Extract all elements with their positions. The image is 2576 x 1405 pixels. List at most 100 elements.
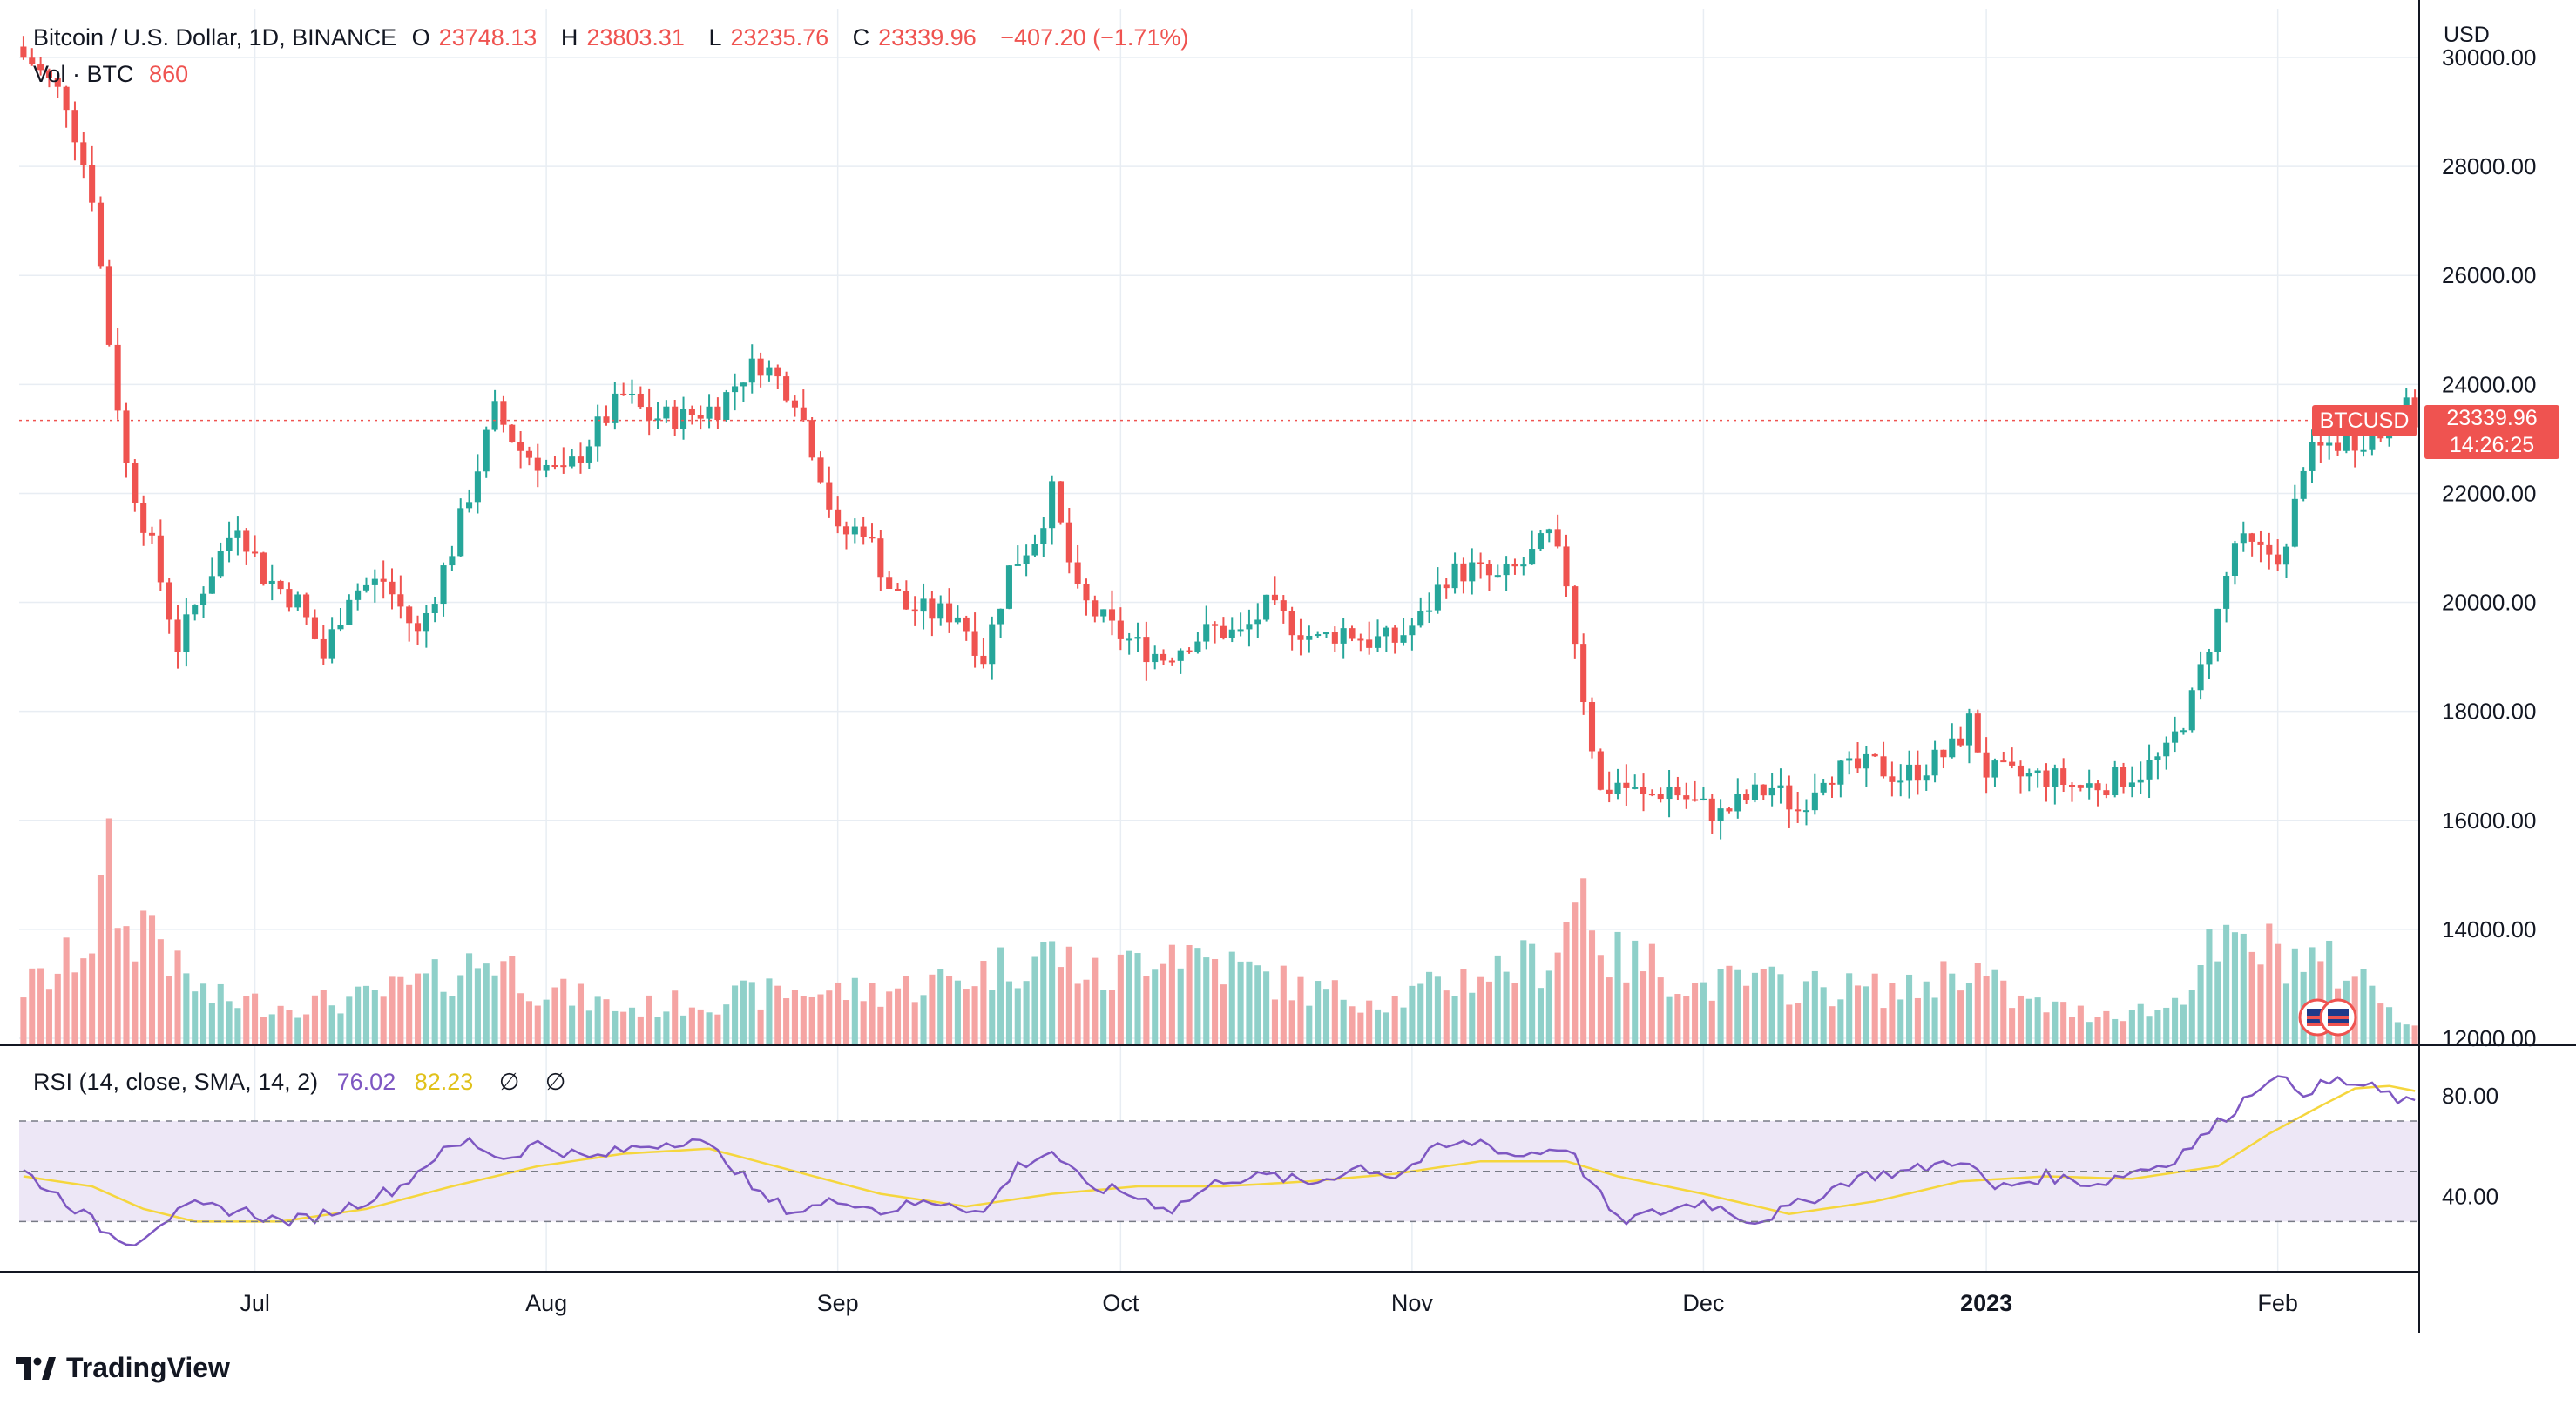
volume-bar xyxy=(1306,1005,1313,1045)
candle xyxy=(1485,564,1492,576)
volume-label[interactable]: Vol · BTC xyxy=(33,61,134,87)
volume-bar xyxy=(20,997,27,1045)
symbol-title[interactable]: Bitcoin / U.S. Dollar, 1D, BINANCE xyxy=(33,24,397,51)
candle xyxy=(2060,768,2067,785)
candle xyxy=(1366,639,1373,648)
candle xyxy=(851,526,858,535)
candle xyxy=(1511,563,1518,567)
candle xyxy=(1194,641,1201,652)
volume-bar xyxy=(1829,1006,1836,1045)
volume-bar xyxy=(148,915,156,1045)
candle xyxy=(1726,808,1733,812)
volume-bar xyxy=(1152,969,1159,1045)
candle xyxy=(1795,809,1802,812)
volume-bar xyxy=(585,1010,592,1045)
candle xyxy=(123,410,130,463)
candle xyxy=(534,457,541,471)
candle xyxy=(1186,650,1193,652)
rsi-line xyxy=(23,1075,2416,1246)
candle xyxy=(346,599,353,625)
volume-bar xyxy=(423,973,429,1045)
volume-bar xyxy=(1485,981,1492,1045)
volume-bar xyxy=(1529,943,1536,1045)
x-tick-label: Dec xyxy=(1682,1290,1724,1316)
candle xyxy=(672,406,679,429)
volume-bar xyxy=(1537,988,1545,1045)
rsi-value: 76.02 xyxy=(336,1069,396,1095)
volume-bar xyxy=(869,983,876,1045)
volume-bar xyxy=(140,910,147,1045)
volume-bar xyxy=(2369,985,2376,1045)
price-tag-value: 23339.96 xyxy=(2446,406,2538,430)
candle xyxy=(817,457,824,483)
volume-bar xyxy=(2017,995,2025,1045)
candle xyxy=(1931,749,1938,776)
candle xyxy=(714,406,721,420)
candle xyxy=(2094,783,2101,791)
candle xyxy=(680,409,687,429)
volume-bar xyxy=(466,953,473,1045)
volume-bar xyxy=(808,996,815,1045)
volume-bar xyxy=(714,1014,721,1045)
candle xyxy=(903,591,909,610)
candle xyxy=(1322,632,1330,635)
volume-bar xyxy=(1726,965,1733,1045)
candle xyxy=(1134,637,1141,639)
x-tick-label: Sep xyxy=(817,1290,859,1316)
volume-bar xyxy=(311,995,318,1045)
candle xyxy=(1349,628,1356,639)
volume-bar xyxy=(2025,998,2032,1045)
candle xyxy=(980,655,987,665)
candle xyxy=(80,142,87,165)
candle xyxy=(757,358,764,376)
volume-bar xyxy=(1443,990,1450,1045)
tradingview-logo[interactable]: TradingView xyxy=(16,1352,230,1384)
volume-bar xyxy=(1614,931,1621,1045)
candle xyxy=(2266,544,2273,555)
candle xyxy=(1846,758,1853,761)
candle xyxy=(2034,770,2041,773)
candle xyxy=(2077,785,2084,788)
volume-bar xyxy=(1391,996,1398,1045)
volume-bar xyxy=(748,982,755,1045)
volume-bar xyxy=(697,1009,704,1045)
volume-bar xyxy=(1477,976,1484,1045)
volume-bar xyxy=(2188,990,2195,1045)
candle xyxy=(2043,770,2050,787)
candle xyxy=(2128,782,2135,787)
candle xyxy=(688,409,695,415)
candle xyxy=(612,393,619,423)
volume-bar xyxy=(2377,1003,2384,1045)
volume-bar xyxy=(114,928,121,1045)
candle xyxy=(886,577,893,589)
candle xyxy=(1580,644,1587,703)
volume-bar xyxy=(971,986,978,1045)
candles[interactable] xyxy=(20,36,2418,840)
volume-bar xyxy=(2060,1002,2067,1045)
volume-bar xyxy=(1811,970,1818,1045)
rsi-label[interactable]: RSI (14, close, SMA, 14, 2) xyxy=(33,1069,319,1095)
candle xyxy=(440,565,447,605)
candle xyxy=(783,376,790,401)
event-flags-icon[interactable] xyxy=(2298,998,2357,1037)
candle xyxy=(2154,756,2161,760)
candle xyxy=(2112,767,2119,796)
candle xyxy=(740,382,747,387)
candle xyxy=(1057,481,1065,523)
candle xyxy=(628,393,636,395)
flag-icon xyxy=(2307,1016,2328,1019)
volume-bar xyxy=(1974,963,1981,1045)
volume-bar xyxy=(937,969,944,1045)
candle xyxy=(45,70,52,78)
candle xyxy=(2163,742,2170,757)
candle xyxy=(1554,529,1561,547)
candle xyxy=(894,588,902,591)
y-tick-label: 20000.00 xyxy=(2442,590,2536,616)
candle xyxy=(1426,610,1433,612)
volume-bar xyxy=(817,994,824,1045)
volume-bar xyxy=(166,976,172,1045)
volume-bar xyxy=(1751,972,1758,1045)
axes: 30000.00 28000.00 26000.00 24000.00 22000.00… xyxy=(0,0,2576,1333)
close-value: 23339.96 xyxy=(878,24,977,51)
